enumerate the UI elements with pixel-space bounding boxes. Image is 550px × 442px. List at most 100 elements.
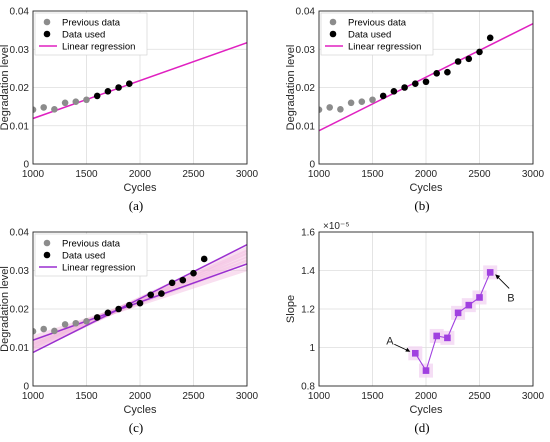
y-tick-label: 0.03 bbox=[296, 45, 316, 56]
x-tick-label: 3000 bbox=[522, 391, 545, 402]
annotation-label: A bbox=[386, 335, 394, 347]
band-line bbox=[33, 249, 247, 350]
y-axis-label: Degradation level bbox=[0, 45, 11, 131]
previous-data-point bbox=[337, 106, 344, 113]
panel-b: 1000 1500 2000 2500 3000 0 0.01 0.02 0.03 0.04 Cyc… bbox=[285, 7, 545, 214]
y-tick-label: 0.02 bbox=[10, 83, 30, 94]
legend-marker bbox=[43, 239, 51, 247]
slope-point bbox=[422, 367, 430, 374]
x-tick-label: 2500 bbox=[468, 391, 491, 402]
legend-marker bbox=[329, 30, 337, 38]
y-axis-label: Degradation level bbox=[0, 266, 11, 352]
x-axis-label: Cycles bbox=[409, 404, 443, 416]
y-tick-label: 1.6 bbox=[301, 228, 315, 239]
y-tick-label: 0.01 bbox=[296, 121, 316, 132]
previous-data-point bbox=[319, 106, 323, 113]
data-used-point bbox=[412, 80, 419, 87]
plot-frame bbox=[32, 10, 248, 165]
data-used-point bbox=[115, 305, 122, 313]
y-tick-label: 0.02 bbox=[10, 305, 30, 316]
previous-data-point bbox=[40, 325, 47, 333]
legend-label: Data used bbox=[62, 250, 105, 261]
x-tick-label: 1500 bbox=[75, 391, 98, 402]
annotation-arrowhead bbox=[495, 274, 501, 280]
x-tick-label: 1000 bbox=[22, 169, 45, 180]
previous-data-point bbox=[51, 327, 58, 335]
previous-data-point bbox=[61, 99, 69, 107]
y-tick-label: 0.04 bbox=[296, 7, 316, 18]
x-tick-label: 1000 bbox=[308, 391, 331, 402]
panel-a: 1000 1500 2000 2500 3000 0 0.01 0.02 0.03 0.04 Cyc… bbox=[0, 7, 259, 214]
data-used-point bbox=[168, 279, 176, 287]
plot-frame bbox=[318, 10, 534, 165]
slope-point bbox=[444, 334, 451, 342]
data-used-point bbox=[93, 314, 101, 321]
legend-box bbox=[34, 233, 148, 277]
legend-label: Previous data bbox=[348, 17, 407, 28]
regression-line bbox=[33, 244, 247, 354]
y-tick-label: 0.02 bbox=[296, 83, 316, 94]
previous-data-point bbox=[347, 99, 355, 107]
plot-frame bbox=[318, 231, 534, 387]
legend-label: Data used bbox=[62, 29, 105, 40]
x-axis-label: Cycles bbox=[123, 182, 157, 194]
panel-caption: (a) bbox=[129, 198, 143, 213]
x-tick-label: 3000 bbox=[236, 391, 259, 402]
x-tick-label: 3000 bbox=[236, 169, 259, 180]
data-used-point bbox=[476, 48, 483, 56]
data-layer bbox=[33, 244, 247, 354]
data-used-point bbox=[104, 88, 112, 95]
previous-data-point bbox=[33, 106, 37, 113]
data-used-point bbox=[465, 55, 473, 63]
data-used-point bbox=[147, 291, 154, 299]
data-used-point bbox=[179, 276, 187, 284]
y-tick-label: 0.04 bbox=[10, 7, 30, 18]
data-used-point bbox=[390, 88, 398, 95]
data-used-point bbox=[444, 68, 451, 76]
data-used-point bbox=[200, 255, 208, 263]
data-used-point bbox=[454, 58, 462, 65]
data-used-point bbox=[126, 80, 133, 87]
x-tick-label: 2500 bbox=[468, 169, 491, 180]
previous-data-point bbox=[83, 318, 90, 325]
legend-label: Previous data bbox=[62, 17, 121, 28]
x-tick-label: 2000 bbox=[415, 169, 438, 180]
y-tick-label: 0.01 bbox=[10, 343, 30, 354]
data-used-point bbox=[104, 309, 112, 317]
previous-data-point bbox=[72, 98, 80, 105]
x-tick-label: 1000 bbox=[22, 391, 45, 402]
x-tick-label: 2000 bbox=[415, 391, 438, 402]
slope-point bbox=[465, 301, 473, 309]
y-axis-label: Degradation level bbox=[285, 45, 297, 131]
slope-point bbox=[486, 269, 494, 276]
x-tick-label: 2500 bbox=[182, 169, 205, 180]
data-layer bbox=[408, 265, 498, 378]
exponent-label: ×10⁻⁵ bbox=[323, 221, 349, 232]
slope-point bbox=[412, 349, 419, 357]
data-used-point bbox=[136, 299, 144, 307]
x-tick-label: 1500 bbox=[361, 169, 384, 180]
legend-label: Previous data bbox=[62, 238, 121, 249]
data-used-point bbox=[379, 92, 387, 100]
previous-data-point bbox=[40, 104, 47, 111]
previous-data-point bbox=[369, 96, 376, 104]
y-tick-label: 0.03 bbox=[10, 45, 30, 56]
y-tick-label: 0 bbox=[23, 382, 29, 393]
previous-data-point bbox=[61, 321, 69, 328]
x-tick-label: 2500 bbox=[182, 391, 205, 402]
previous-data-point bbox=[51, 106, 58, 113]
legend-box bbox=[34, 12, 148, 56]
x-tick-label: 1000 bbox=[308, 169, 331, 180]
slope-point bbox=[454, 309, 462, 317]
legend-marker bbox=[43, 30, 51, 38]
y-tick-label: 0.04 bbox=[10, 228, 30, 239]
data-used-point bbox=[422, 78, 430, 86]
previous-data-point bbox=[72, 319, 80, 327]
data-used-point bbox=[93, 92, 101, 100]
previous-data-point bbox=[326, 104, 334, 111]
legend-label: Linear regression bbox=[62, 262, 135, 273]
data-used-point bbox=[126, 301, 133, 309]
panel-caption: (b) bbox=[414, 198, 429, 213]
data-layer bbox=[33, 42, 247, 120]
panel-c: 1000 1500 2000 2500 3000 0 0.01 0.02 0.03 0.04 Cyc… bbox=[0, 228, 259, 436]
